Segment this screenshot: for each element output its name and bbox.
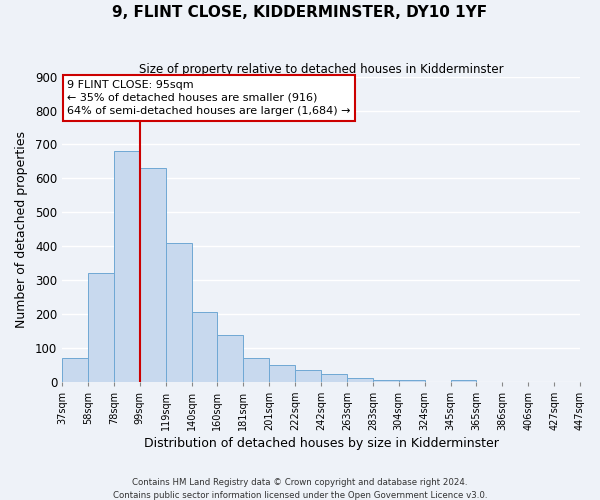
Bar bbox=[321, 374, 347, 382]
Bar bbox=[217, 335, 244, 382]
Bar bbox=[244, 358, 269, 382]
Bar bbox=[399, 380, 425, 382]
Text: 9 FLINT CLOSE: 95sqm
← 35% of detached houses are smaller (916)
64% of semi-deta: 9 FLINT CLOSE: 95sqm ← 35% of detached h… bbox=[67, 80, 351, 116]
Bar bbox=[295, 370, 321, 382]
Bar bbox=[373, 380, 399, 382]
Y-axis label: Number of detached properties: Number of detached properties bbox=[15, 130, 28, 328]
Bar bbox=[451, 380, 476, 382]
Bar bbox=[140, 168, 166, 382]
Bar bbox=[191, 312, 217, 382]
Bar bbox=[166, 242, 191, 382]
Text: 9, FLINT CLOSE, KIDDERMINSTER, DY10 1YF: 9, FLINT CLOSE, KIDDERMINSTER, DY10 1YF bbox=[112, 5, 488, 20]
Bar bbox=[114, 151, 140, 382]
Bar bbox=[347, 378, 373, 382]
Title: Size of property relative to detached houses in Kidderminster: Size of property relative to detached ho… bbox=[139, 62, 503, 76]
Text: Contains HM Land Registry data © Crown copyright and database right 2024.
Contai: Contains HM Land Registry data © Crown c… bbox=[113, 478, 487, 500]
Bar bbox=[88, 273, 114, 382]
Bar bbox=[269, 366, 295, 382]
X-axis label: Distribution of detached houses by size in Kidderminster: Distribution of detached houses by size … bbox=[143, 437, 499, 450]
Bar bbox=[62, 358, 88, 382]
